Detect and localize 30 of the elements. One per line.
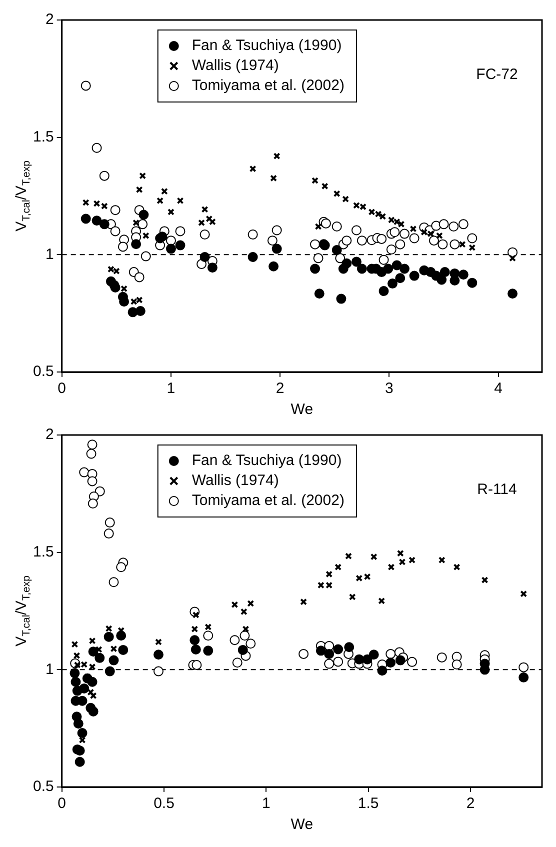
- legend-label: Tomiyama et al. (2002): [192, 492, 344, 510]
- y-tick-label: 2: [46, 11, 54, 28]
- y-tick-label: 1: [46, 246, 54, 263]
- y-tick-label: 2: [46, 426, 54, 444]
- legend-label: Wallis (1974): [192, 472, 279, 490]
- x-tick-label: 0.5: [154, 795, 174, 812]
- x-axis-title: We: [290, 401, 314, 418]
- y-tick-label: 0.5: [32, 363, 54, 380]
- x-tick-label: 1.5: [358, 795, 379, 812]
- x-tick-label: 0: [58, 380, 66, 398]
- x-tick-label: 1: [166, 380, 176, 398]
- x-tick-label: 2: [276, 380, 284, 398]
- legend-label: Tomiyama et al. (2002): [192, 77, 344, 94]
- y-axis-title: VT,cal/VT,exp: [13, 575, 32, 646]
- legend-label: Wallis (1974): [192, 57, 279, 74]
- x-tick-label: 2: [466, 795, 475, 812]
- annotation: R-114: [477, 481, 517, 498]
- y-tick-label: 1: [46, 660, 54, 678]
- y-tick-label: 0.5: [32, 778, 54, 796]
- x-axis-title: We: [290, 816, 314, 834]
- annotation: FC-72: [476, 66, 518, 84]
- y-tick-label: 1.5: [32, 543, 54, 560]
- y-axis-title: VT,cal/VT,exp: [13, 160, 32, 232]
- x-tick-label: 0: [58, 795, 66, 812]
- legend-label: Fan & Tsuchiya (1990): [192, 37, 342, 54]
- x-tick-label: 3: [385, 380, 394, 398]
- x-tick-label: 1: [262, 795, 270, 812]
- legend-label: Fan & Tsuchiya (1990): [192, 452, 342, 470]
- y-tick-label: 1.5: [32, 128, 54, 146]
- x-tick-label: 4: [494, 380, 503, 398]
